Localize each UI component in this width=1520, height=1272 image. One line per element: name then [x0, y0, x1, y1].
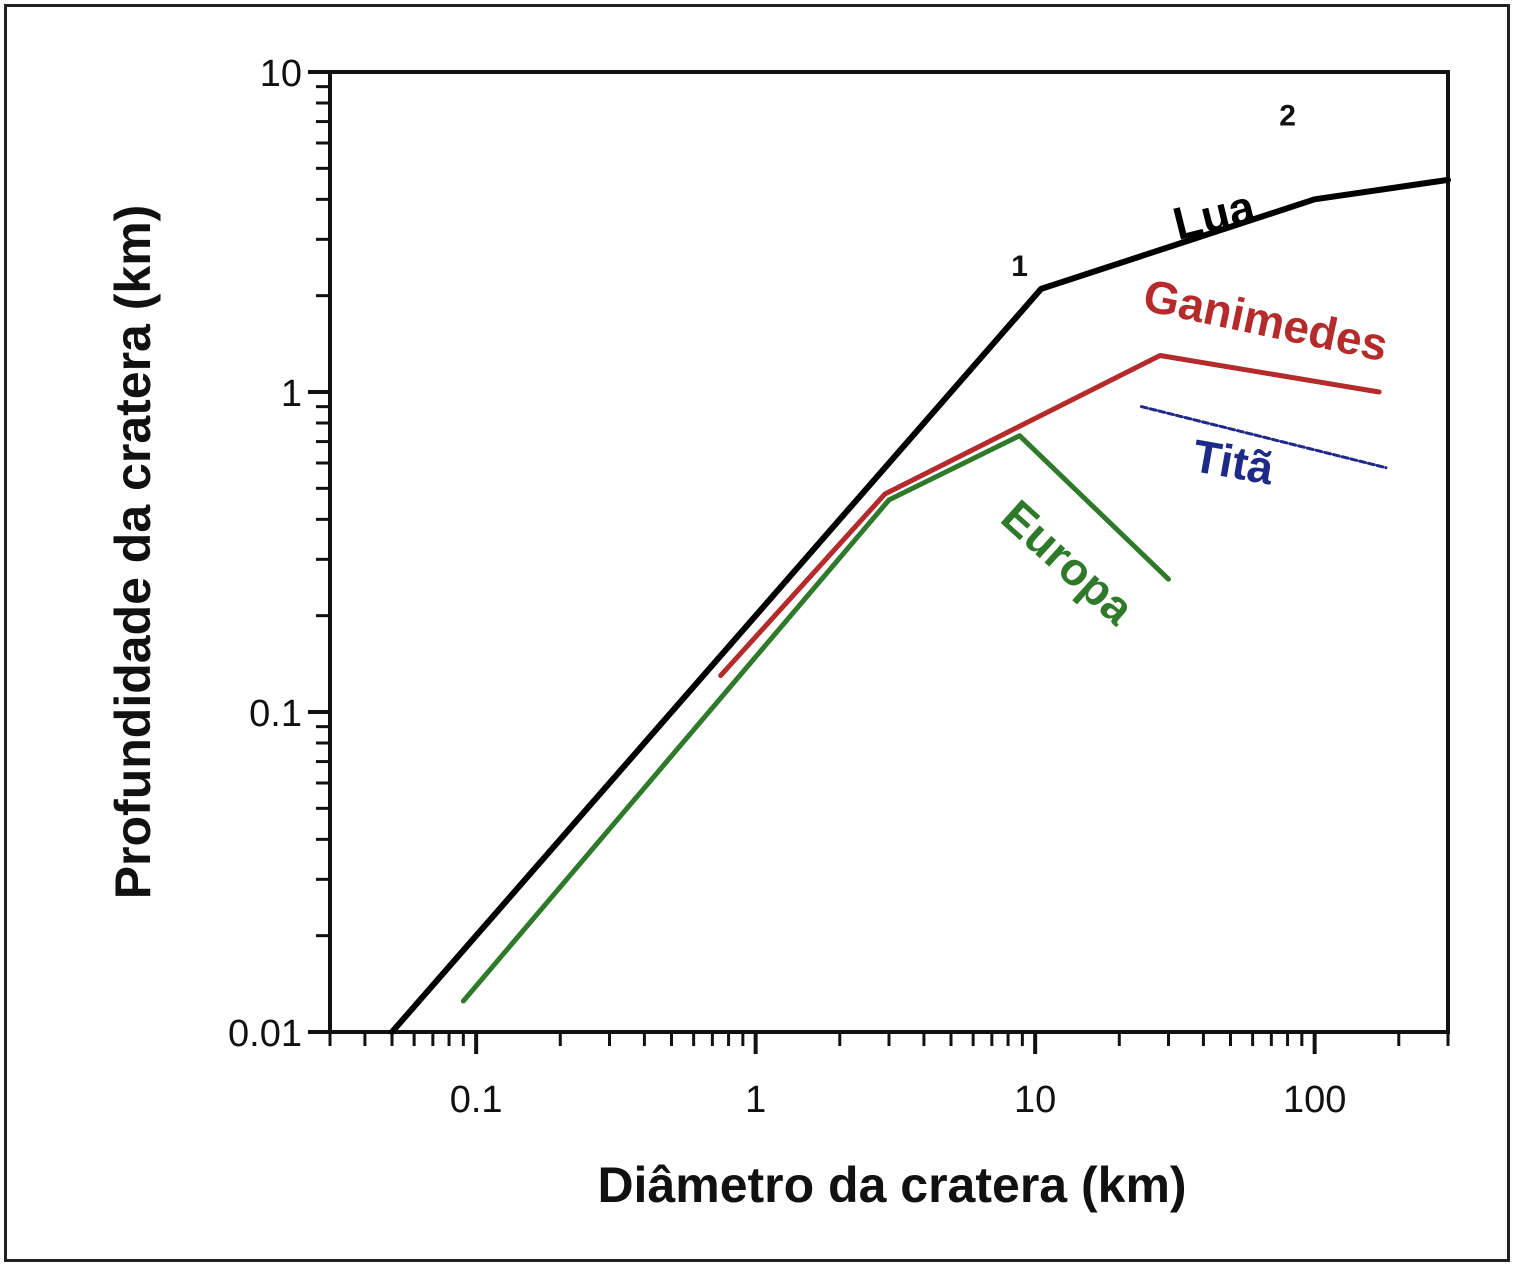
y-tick-label: 10: [260, 53, 302, 95]
series-line-europa: [460, 433, 1171, 1004]
series-line-tit: [1139, 405, 1388, 470]
y-tick-label: 1: [281, 373, 302, 415]
series-label-tit: Titã: [1189, 429, 1278, 494]
x-tick-label: 1: [745, 1079, 766, 1121]
plot-border: [328, 70, 1450, 1034]
y-tick-label: 0.01: [228, 1013, 302, 1055]
point-annotation: 1: [1011, 250, 1028, 283]
x-tick-label: 100: [1283, 1079, 1346, 1121]
y-axis-title: Profundidade da cratera (km): [105, 205, 161, 900]
series-line-lua: [389, 176, 1451, 1035]
y-tick-label: 0.1: [249, 693, 302, 735]
x-tick-label: 0.1: [450, 1079, 503, 1121]
series-lines-group: [389, 176, 1451, 1035]
series-label-lua: Lua: [1168, 180, 1260, 250]
series-label-europa: Europa: [992, 490, 1145, 635]
ticks-group: 0.1 1 10 100 0.01 0.1 1 10: [228, 53, 1450, 1121]
axes-group: [328, 70, 1450, 1034]
x-tick-label: 10: [1014, 1079, 1056, 1121]
series-line-ganimedes: [718, 353, 1382, 678]
point-annotation: 2: [1279, 100, 1296, 133]
x-axis-title: Diâmetro da cratera (km): [597, 1157, 1186, 1213]
